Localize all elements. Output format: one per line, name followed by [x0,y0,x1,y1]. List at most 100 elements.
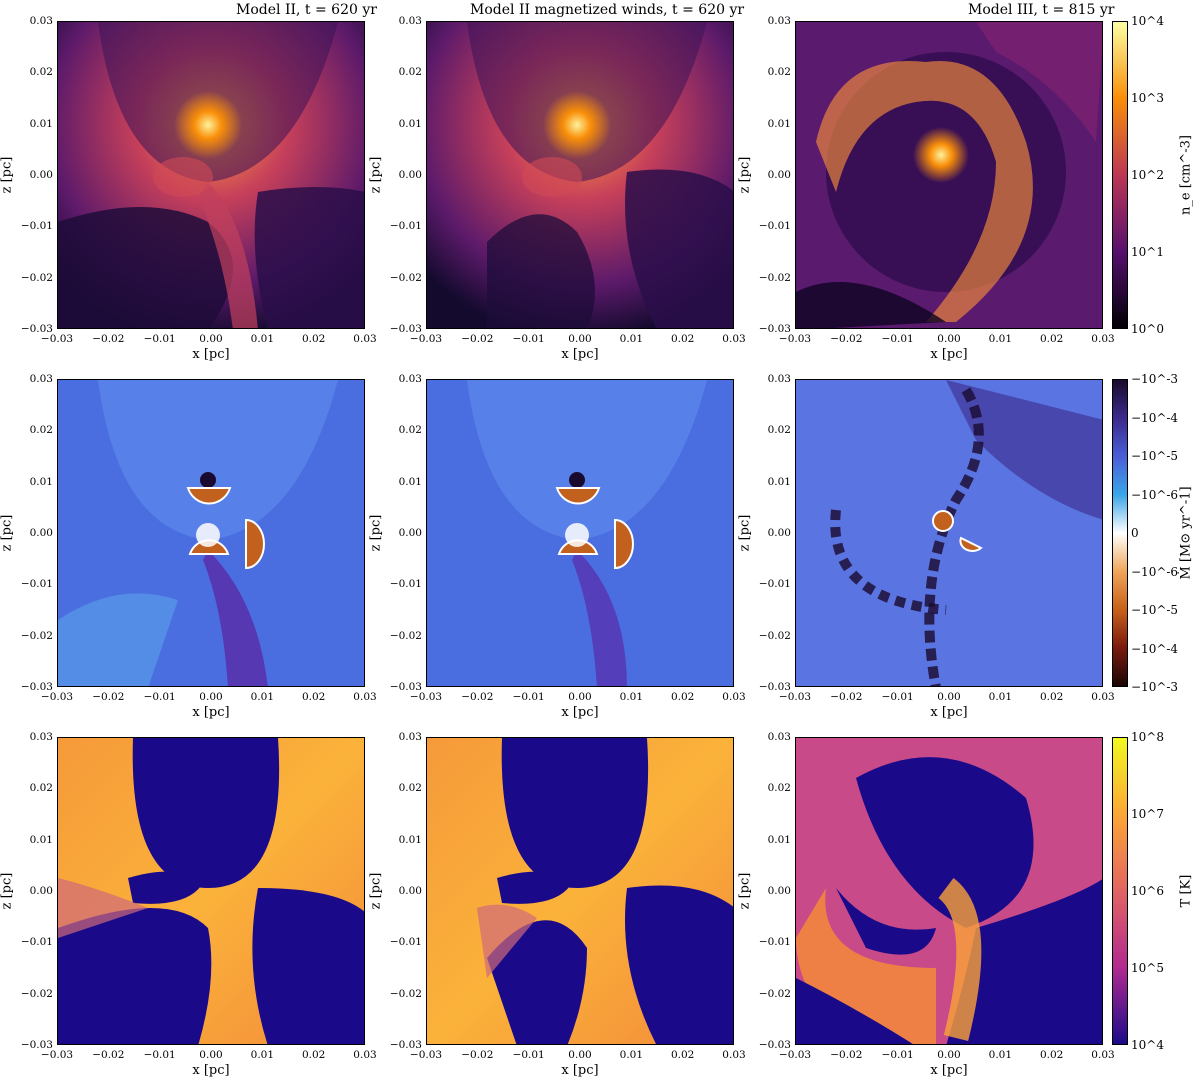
x-tick-label: −0.03 [409,691,443,703]
x-tick-label: 0.03 [1091,1049,1115,1061]
x-tick-label: 0.03 [722,333,746,345]
y-tick-label: −0.03 [389,1039,422,1051]
y-tick-label: −0.03 [389,681,422,693]
x-tick-label: −0.02 [461,1049,494,1061]
y-tick-label: −0.03 [758,323,791,335]
density-panel-model-ii-magnetized [426,21,734,329]
colorbar-label: Ṁ [M⊙ yr^-1] [1178,486,1194,580]
x-tick-label: −0.03 [40,333,74,345]
colorbar-tick-label: 0 [1131,526,1139,540]
y-tick-label: 0.00 [767,527,791,539]
temperature-panel-model-iii [795,737,1103,1045]
colorbar-tick-label: 10^4 [1131,1038,1164,1052]
y-tick-label: 0.00 [398,885,422,897]
colorbar-tick-label: −10^-5 [1131,449,1179,463]
colorbar-tick-label: 10^3 [1131,91,1164,105]
x-axis-label: x [pc] [561,705,599,720]
y-tick-label: 0.02 [29,782,53,795]
x-tick-label: −0.02 [830,333,863,345]
y-tick-label: 0.03 [767,15,791,27]
colorbar-tick-label: −10^-6 [1131,487,1179,502]
density-colorbar [1112,21,1128,329]
x-tick-label: 0.03 [353,691,377,703]
x-tick-label: −0.03 [40,691,74,703]
x-tick-label: −0.03 [409,333,443,345]
x-axis-label: x [pc] [192,705,230,720]
x-tick-label: −0.01 [143,691,176,703]
mdot-panel-model-ii [57,379,365,687]
temperature-panel-model-ii [57,737,365,1045]
x-tick-label: 0.00 [568,1049,592,1061]
y-tick-label: 0.00 [398,169,422,181]
y-tick-label: −0.03 [389,323,422,335]
colorbar-tick-label: −10^-5 [1131,603,1179,617]
y-axis-label: z [pc] [368,156,384,194]
x-tick-label: 0.00 [568,333,592,345]
x-tick-label: −0.03 [409,1049,443,1061]
y-tick-label: 0.00 [398,527,422,539]
y-tick-label: 0.00 [29,885,53,897]
x-tick-label: −0.03 [40,1049,74,1061]
x-tick-label: 0.01 [988,333,1013,345]
x-tick-label: 0.02 [1039,1049,1064,1061]
colorbar-tick-label: 10^7 [1131,807,1164,821]
y-tick-label: 0.03 [398,15,422,27]
x-axis-label: x [pc] [561,347,599,362]
x-tick-label: −0.01 [143,1049,176,1061]
x-tick-label: −0.02 [830,691,863,703]
y-tick-label: −0.02 [389,987,422,1000]
x-tick-label: −0.01 [512,691,545,703]
y-axis-label: z [pc] [0,156,15,194]
x-tick-label: −0.03 [778,691,812,703]
y-tick-label: 0.01 [767,475,791,488]
x-tick-label: 0.01 [250,691,275,703]
title-model-ii: Model II, t = 620 yr [236,2,377,18]
y-tick-label: −0.02 [20,987,53,1000]
y-tick-label: 0.01 [29,117,53,130]
density-panel-model-iii [795,21,1103,329]
colorbar-tick-label: 10^1 [1131,245,1164,259]
x-tick-label: −0.03 [778,333,812,345]
x-tick-label: 0.01 [250,333,275,345]
y-tick-label: −0.03 [20,681,53,693]
temperature-panel-model-ii-magnetized [426,737,734,1045]
mdot-panel-model-ii-magnetized [426,379,734,687]
y-tick-label: −0.01 [389,220,422,233]
y-tick-label: 0.02 [29,424,53,437]
y-tick-label: −0.03 [758,681,791,693]
x-tick-label: 0.03 [722,1049,746,1061]
y-tick-label: 0.03 [767,373,791,385]
x-tick-label: 0.01 [250,1049,275,1061]
x-tick-label: 0.03 [353,1049,377,1061]
x-tick-label: 0.02 [301,691,326,703]
x-tick-label: 0.01 [619,691,644,703]
colorbar-tick-label: 10^6 [1131,884,1164,898]
colorbar-tick-label: −10^-6 [1131,564,1179,579]
colorbar-tick-label: 10^0 [1131,322,1164,336]
y-tick-label: −0.01 [20,220,53,233]
x-tick-label: 0.02 [1039,333,1064,345]
x-tick-label: −0.03 [778,1049,812,1061]
title-model-iii: Model III, t = 815 yr [968,2,1115,18]
y-tick-label: 0.03 [767,731,791,743]
x-tick-label: 0.00 [937,1049,961,1061]
x-tick-label: 0.02 [670,333,695,345]
title-model-ii-magnetized: Model II magnetized winds, t = 620 yr [470,2,745,18]
y-tick-label: −0.01 [758,578,791,591]
y-tick-label: 0.00 [29,169,53,181]
temperature-colorbar [1112,737,1128,1045]
y-tick-label: 0.03 [29,373,53,385]
y-tick-label: 0.02 [398,782,422,795]
y-tick-label: 0.03 [398,731,422,743]
colorbar-tick-label: 10^2 [1131,168,1164,182]
y-axis-label: z [pc] [737,872,753,910]
x-tick-label: 0.00 [937,691,961,703]
x-tick-label: −0.02 [461,691,494,703]
x-tick-label: 0.02 [1039,691,1064,703]
x-tick-label: −0.02 [461,333,494,345]
x-tick-label: −0.02 [92,691,125,703]
y-tick-label: 0.01 [29,833,53,846]
y-tick-label: −0.02 [389,629,422,642]
y-tick-label: 0.01 [767,833,791,846]
y-tick-label: −0.02 [758,629,791,642]
